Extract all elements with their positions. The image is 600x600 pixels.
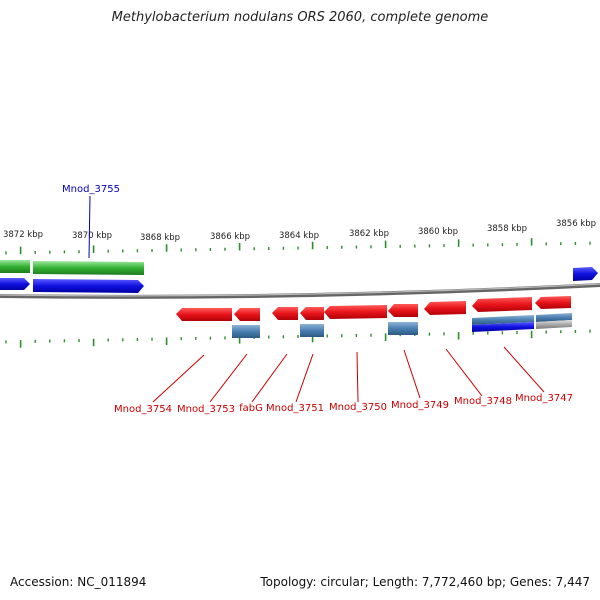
gene-label-mnod-3750: Mnod_3750 (329, 402, 387, 413)
gene-label-mnod-3747: Mnod_3747 (515, 393, 573, 404)
gene-label-mnod-3751: Mnod_3751 (266, 403, 324, 414)
gene-label-mnod-3748: Mnod_3748 (454, 396, 512, 407)
feature-rna-5 (536, 313, 572, 322)
feature-rna-3 (388, 322, 418, 335)
feature-mnod-3751 (300, 307, 324, 320)
genome-summary-text: Topology: circular; Length: 7,772,460 bp… (260, 575, 590, 589)
label-line-mnod-3755 (88, 195, 91, 259)
feature-mnod-3750 (324, 305, 387, 319)
genome-title: Methylobacterium nodulans ORS 2060, comp… (111, 10, 489, 25)
accession-text: Accession: NC_011894 (10, 575, 147, 589)
gene-label-mnod-3749: Mnod_3749 (391, 400, 449, 411)
feature-blue-1 (0, 278, 30, 290)
feature-mnod-3749 (388, 304, 418, 317)
feature-mnod-3754 (176, 308, 232, 321)
feature-rna-1 (232, 325, 260, 338)
feature-rna-2 (300, 324, 324, 337)
feature-mnod-3748 (424, 301, 466, 315)
feature-rna-4 (472, 315, 534, 325)
gene-label-mnod-3754: Mnod_3754 (114, 404, 172, 415)
feature-fabg (272, 307, 298, 320)
scale-label: 3868 kbp (140, 233, 180, 243)
scale-label: 3872 kbp (3, 230, 43, 240)
feature-mnod-3747b (535, 296, 571, 309)
feature-mnod-3747a (472, 297, 532, 312)
genome-backbone (0, 283, 600, 299)
ticks-inner (5, 329, 591, 348)
scale-label: 3866 kbp (210, 232, 250, 242)
feature-blue-4 (472, 322, 534, 332)
scale-label: 3858 kbp (487, 224, 527, 234)
scale-label: 3862 kbp (349, 229, 389, 239)
feature-gray-1 (536, 320, 572, 329)
feature-green-2 (33, 261, 144, 275)
scale-label: 3856 kbp (556, 219, 596, 229)
scale-labels: 3872 kbp 3870 kbp 3868 kbp 3866 kbp 3864 kbp… (3, 219, 596, 243)
gene-label-mnod-3755: Mnod_3755 (62, 184, 120, 195)
genome-backbone-highlight (0, 283, 600, 297)
feature-blue-3 (573, 267, 598, 281)
label-leaders (152, 346, 545, 403)
scale-label: 3864 kbp (279, 231, 319, 241)
scale-label: 3860 kbp (418, 227, 458, 237)
ticks-outer (5, 238, 591, 255)
feature-green-1 (0, 260, 30, 273)
gene-label-fabg: fabG (239, 403, 263, 414)
feature-mnod-3753 (234, 308, 260, 321)
feature-blue-2 (33, 279, 144, 293)
scale-label: 3870 kbp (72, 231, 112, 241)
gene-label-mnod-3753: Mnod_3753 (177, 404, 235, 415)
